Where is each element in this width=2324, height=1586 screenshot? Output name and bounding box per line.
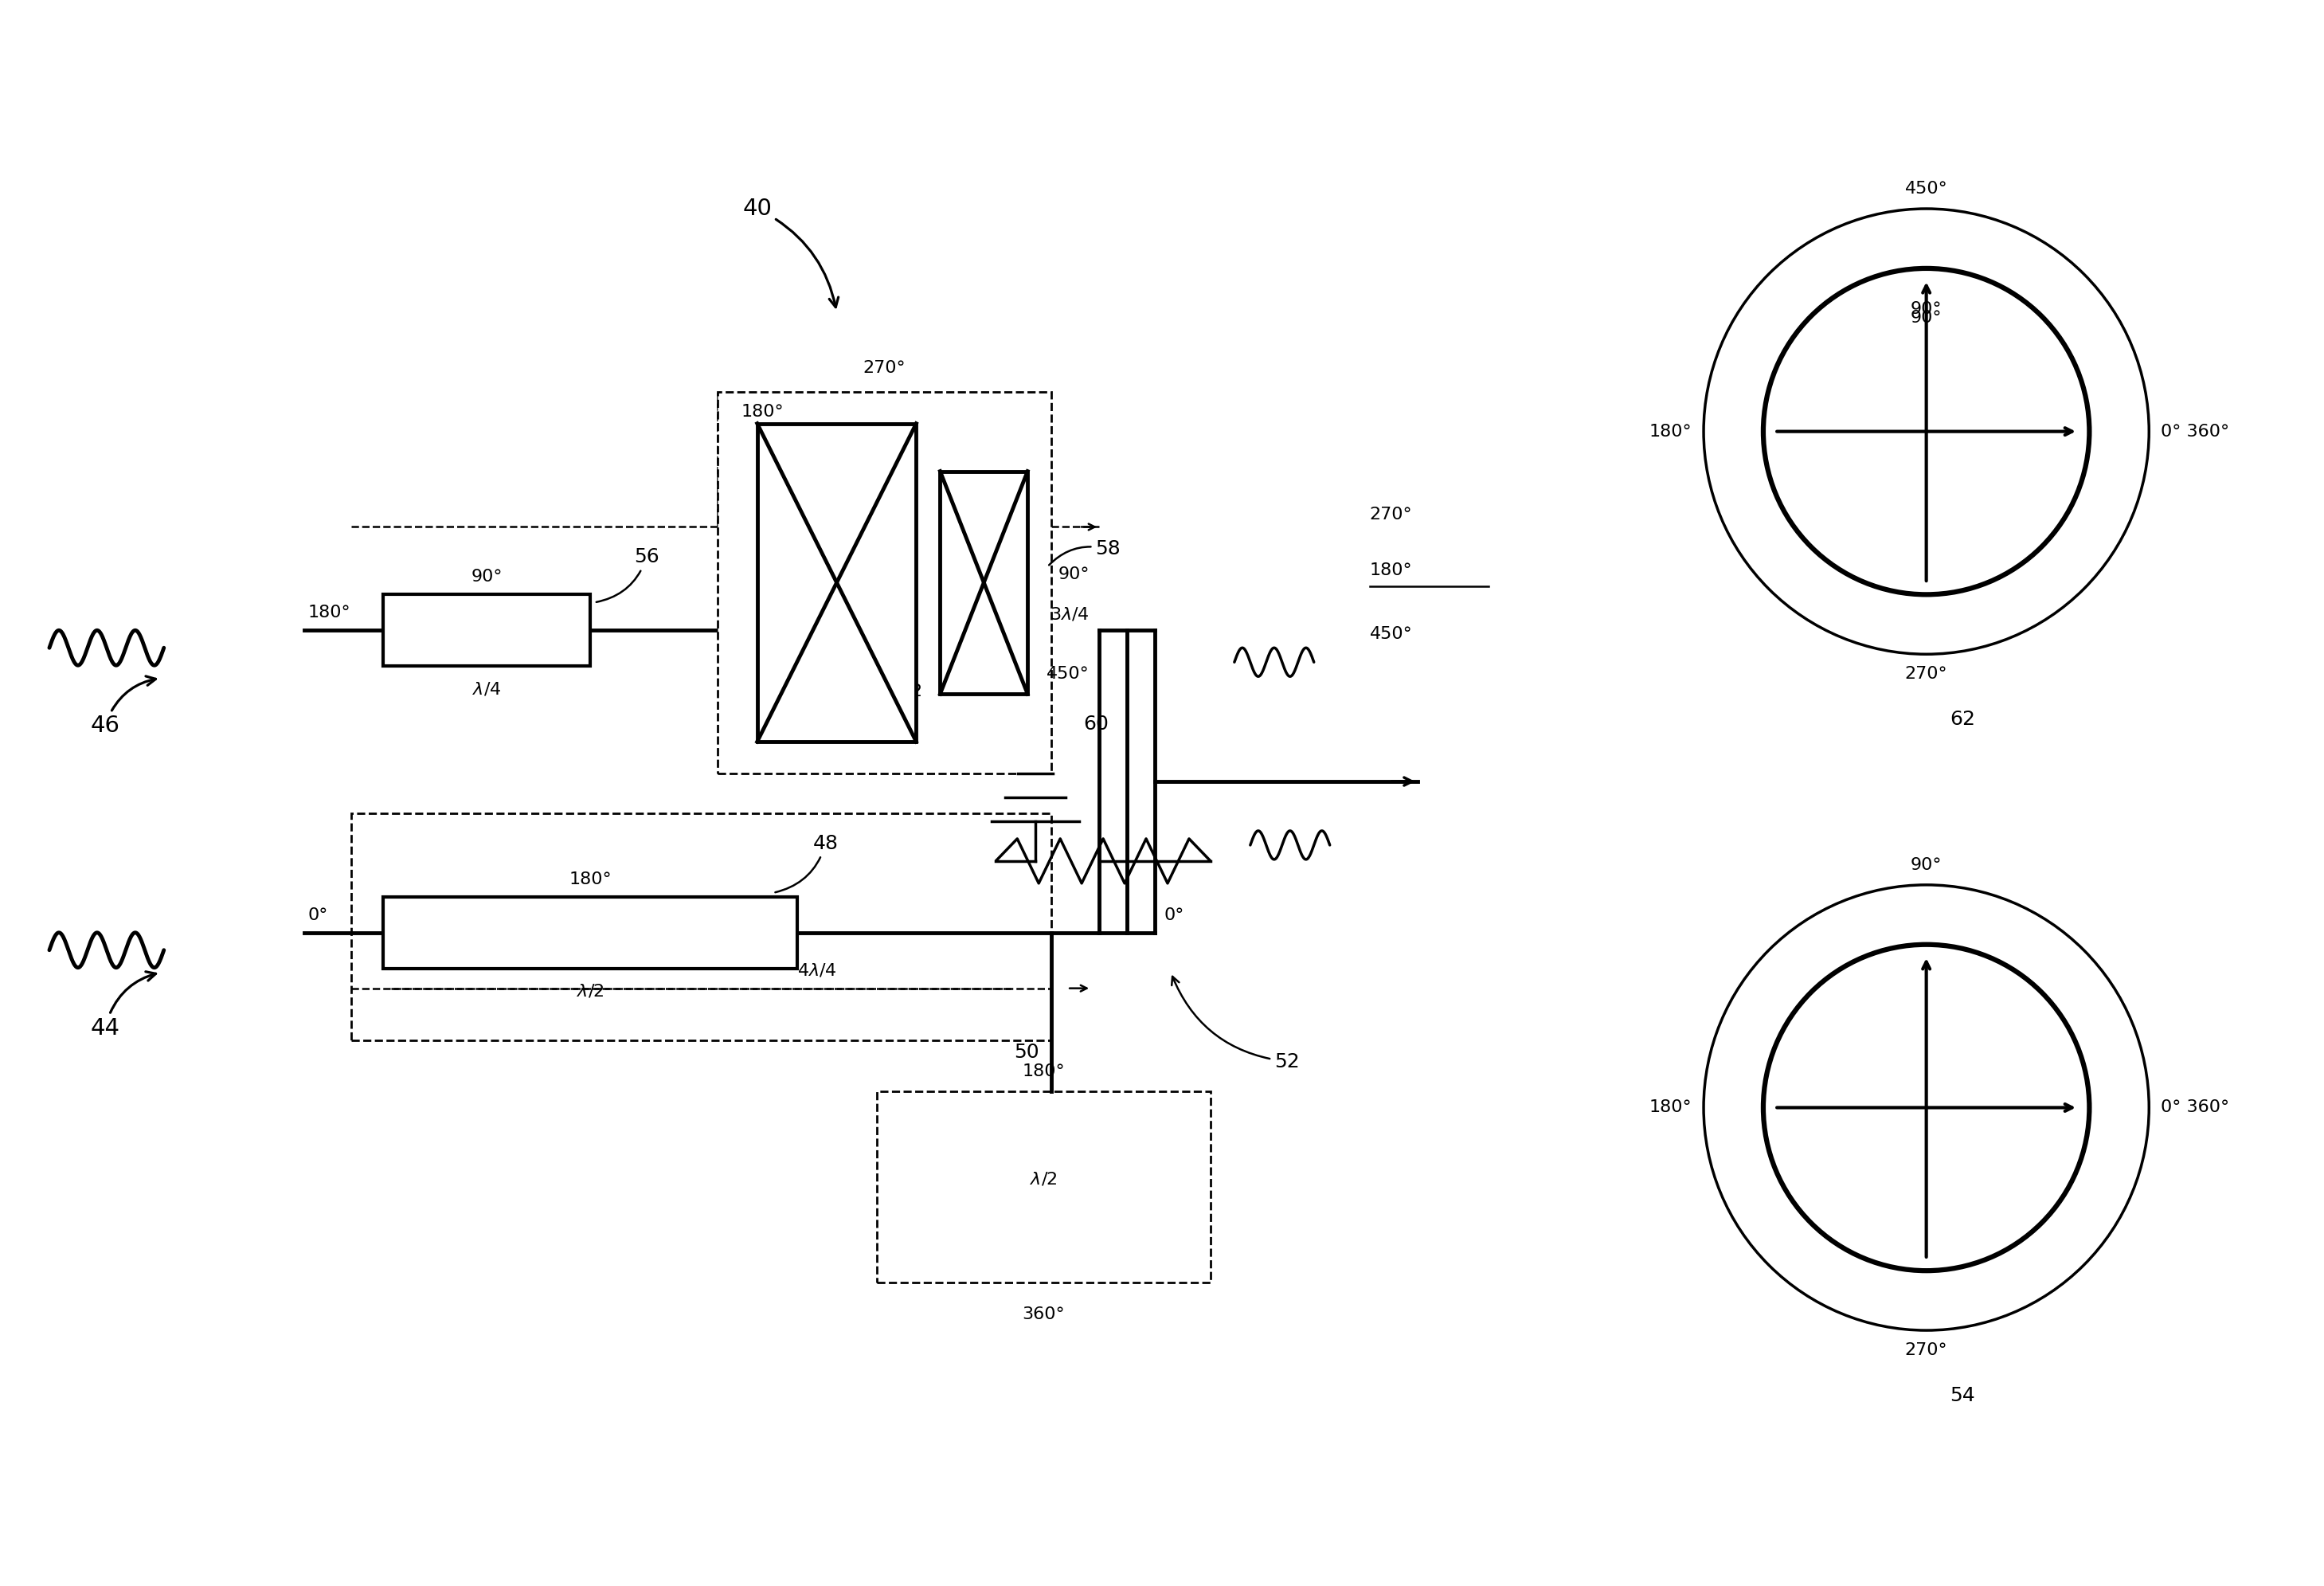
- Bar: [758, 423, 916, 742]
- Bar: [941, 471, 1027, 695]
- Text: 0° 360°: 0° 360°: [2161, 1099, 2229, 1115]
- Text: 90°: 90°: [1910, 856, 1943, 872]
- Text: 4$\lambda$/4: 4$\lambda$/4: [797, 963, 837, 979]
- Text: 180°: 180°: [307, 604, 351, 620]
- Text: 54: 54: [1950, 1386, 1975, 1405]
- Text: 0°: 0°: [1164, 907, 1185, 923]
- Text: 270°: 270°: [1369, 508, 1413, 523]
- Text: 180°: 180°: [1650, 423, 1692, 439]
- Bar: [351, 814, 1050, 1040]
- Text: 58: 58: [1048, 539, 1120, 565]
- Text: 180°: 180°: [569, 871, 611, 887]
- Text: 60: 60: [1083, 715, 1109, 734]
- Text: 56: 56: [597, 547, 660, 603]
- Bar: [718, 392, 1050, 774]
- Text: 3$\lambda$/4: 3$\lambda$/4: [1050, 606, 1090, 622]
- Text: 180°: 180°: [1369, 563, 1413, 579]
- Text: 360°: 360°: [1023, 1307, 1064, 1323]
- Text: 50: 50: [1013, 1042, 1039, 1061]
- Text: 450°: 450°: [1369, 626, 1413, 642]
- Text: $\lambda$/2: $\lambda$/2: [576, 983, 604, 999]
- Text: 0°: 0°: [307, 907, 328, 923]
- Bar: [383, 896, 797, 969]
- Text: 90°: 90°: [1057, 566, 1090, 582]
- Text: 270°: 270°: [862, 360, 906, 376]
- Text: $\lambda$/4: $\lambda$/4: [472, 680, 502, 698]
- Bar: [383, 595, 590, 666]
- Text: 180°: 180°: [1650, 1099, 1692, 1115]
- Text: $\lambda$/2: $\lambda$/2: [895, 682, 923, 699]
- Text: 450°: 450°: [1906, 181, 1948, 197]
- Bar: [876, 1091, 1211, 1283]
- Text: 62: 62: [1950, 711, 1975, 730]
- Text: 52: 52: [1171, 977, 1299, 1071]
- Text: 48: 48: [776, 834, 839, 893]
- Text: 180°: 180°: [1023, 1064, 1064, 1080]
- Text: 180°: 180°: [741, 403, 783, 420]
- Text: 0° 360°: 0° 360°: [2161, 423, 2229, 439]
- Text: $\lambda$/2: $\lambda$/2: [1030, 1170, 1057, 1188]
- Text: 90°: 90°: [472, 569, 502, 585]
- Text: 44: 44: [91, 972, 156, 1039]
- Text: 40: 40: [741, 198, 839, 308]
- Text: 46: 46: [91, 676, 156, 737]
- Text: 270°: 270°: [1906, 666, 1948, 682]
- Text: 270°: 270°: [1906, 1342, 1948, 1358]
- Text: 90°: 90°: [1910, 301, 1943, 317]
- Text: 90°: 90°: [1910, 309, 1943, 325]
- Text: 450°: 450°: [1046, 666, 1090, 682]
